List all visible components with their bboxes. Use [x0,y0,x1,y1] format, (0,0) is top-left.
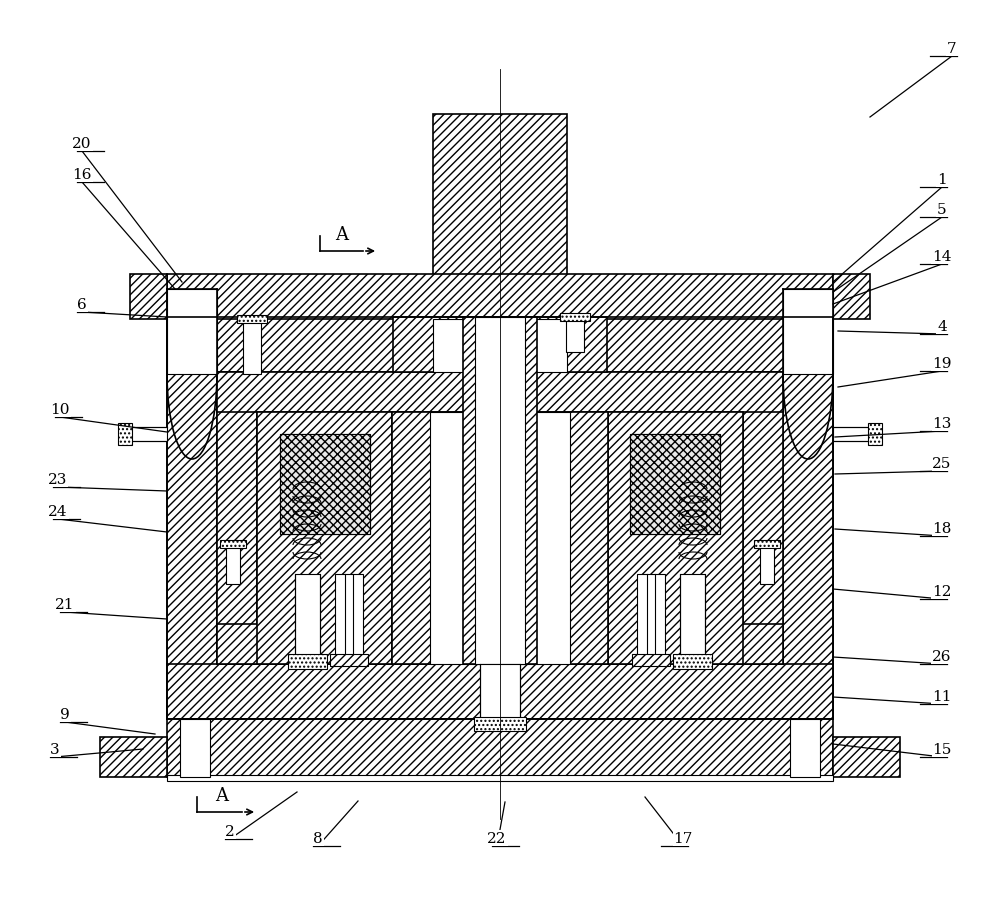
Text: 7: 7 [947,42,957,56]
Bar [560,313,590,321]
Text: 26: 26 [932,649,952,664]
Bar [167,719,833,777]
Text: 10: 10 [50,403,70,416]
Bar [430,413,570,665]
Text: 22: 22 [487,831,507,845]
Bar [673,655,712,669]
Text: 25: 25 [932,457,952,470]
Bar [833,737,900,777]
Bar [167,318,833,373]
Bar [226,545,240,584]
Text: 12: 12 [932,584,952,599]
Text: 9: 9 [60,707,70,721]
Bar [475,318,525,665]
Bar [237,316,267,323]
Text: 5: 5 [937,203,947,217]
Bar [217,373,257,665]
Bar [167,775,833,781]
Bar [257,413,392,665]
Bar [100,737,167,777]
Text: 21: 21 [55,598,75,611]
Bar [167,318,217,719]
Bar [392,413,608,665]
Bar [167,665,833,719]
Bar [480,665,520,724]
Bar [630,434,720,535]
Text: 15: 15 [932,742,952,756]
Bar [754,540,780,548]
Text: 13: 13 [932,416,952,431]
Bar [393,318,607,373]
Bar [463,318,537,665]
Bar [637,574,665,665]
Bar [783,318,833,719]
Text: 14: 14 [932,250,952,264]
Bar [280,434,370,535]
Text: 19: 19 [932,357,952,370]
Text: 3: 3 [50,742,60,756]
Text: 16: 16 [72,168,92,182]
Bar [217,373,783,413]
Text: A: A [216,787,228,804]
Bar [474,717,526,731]
Text: 18: 18 [932,521,952,535]
Bar [167,275,833,320]
Bar [243,320,261,375]
Bar [760,545,774,584]
Bar [433,320,567,373]
Text: 23: 23 [48,472,68,487]
Bar [743,373,783,665]
Bar [868,424,882,445]
Bar [167,290,217,375]
Bar [833,275,870,320]
Bar [130,427,167,442]
Text: A: A [336,226,349,244]
Bar [783,318,833,719]
Bar [330,655,368,666]
Bar [566,318,584,352]
Text: 4: 4 [937,320,947,333]
Bar [295,574,320,665]
Bar [288,655,327,669]
Text: 8: 8 [313,831,323,845]
Bar [118,424,132,445]
Text: 6: 6 [77,298,87,312]
Text: 17: 17 [673,831,693,845]
Bar [833,427,870,442]
Text: 11: 11 [932,689,952,703]
Bar [680,574,705,665]
Bar [790,719,820,777]
Bar [630,434,720,535]
Bar [608,413,743,665]
Bar [335,574,363,665]
Bar [130,275,167,320]
Bar [783,290,833,375]
Bar [180,719,210,777]
Text: 20: 20 [72,137,92,151]
Bar [632,655,670,666]
Text: 24: 24 [48,505,68,518]
Bar [217,624,783,665]
Text: 2: 2 [225,824,235,838]
Bar [280,434,370,535]
Bar [220,540,246,548]
Text: 1: 1 [937,172,947,187]
Bar [433,115,567,280]
